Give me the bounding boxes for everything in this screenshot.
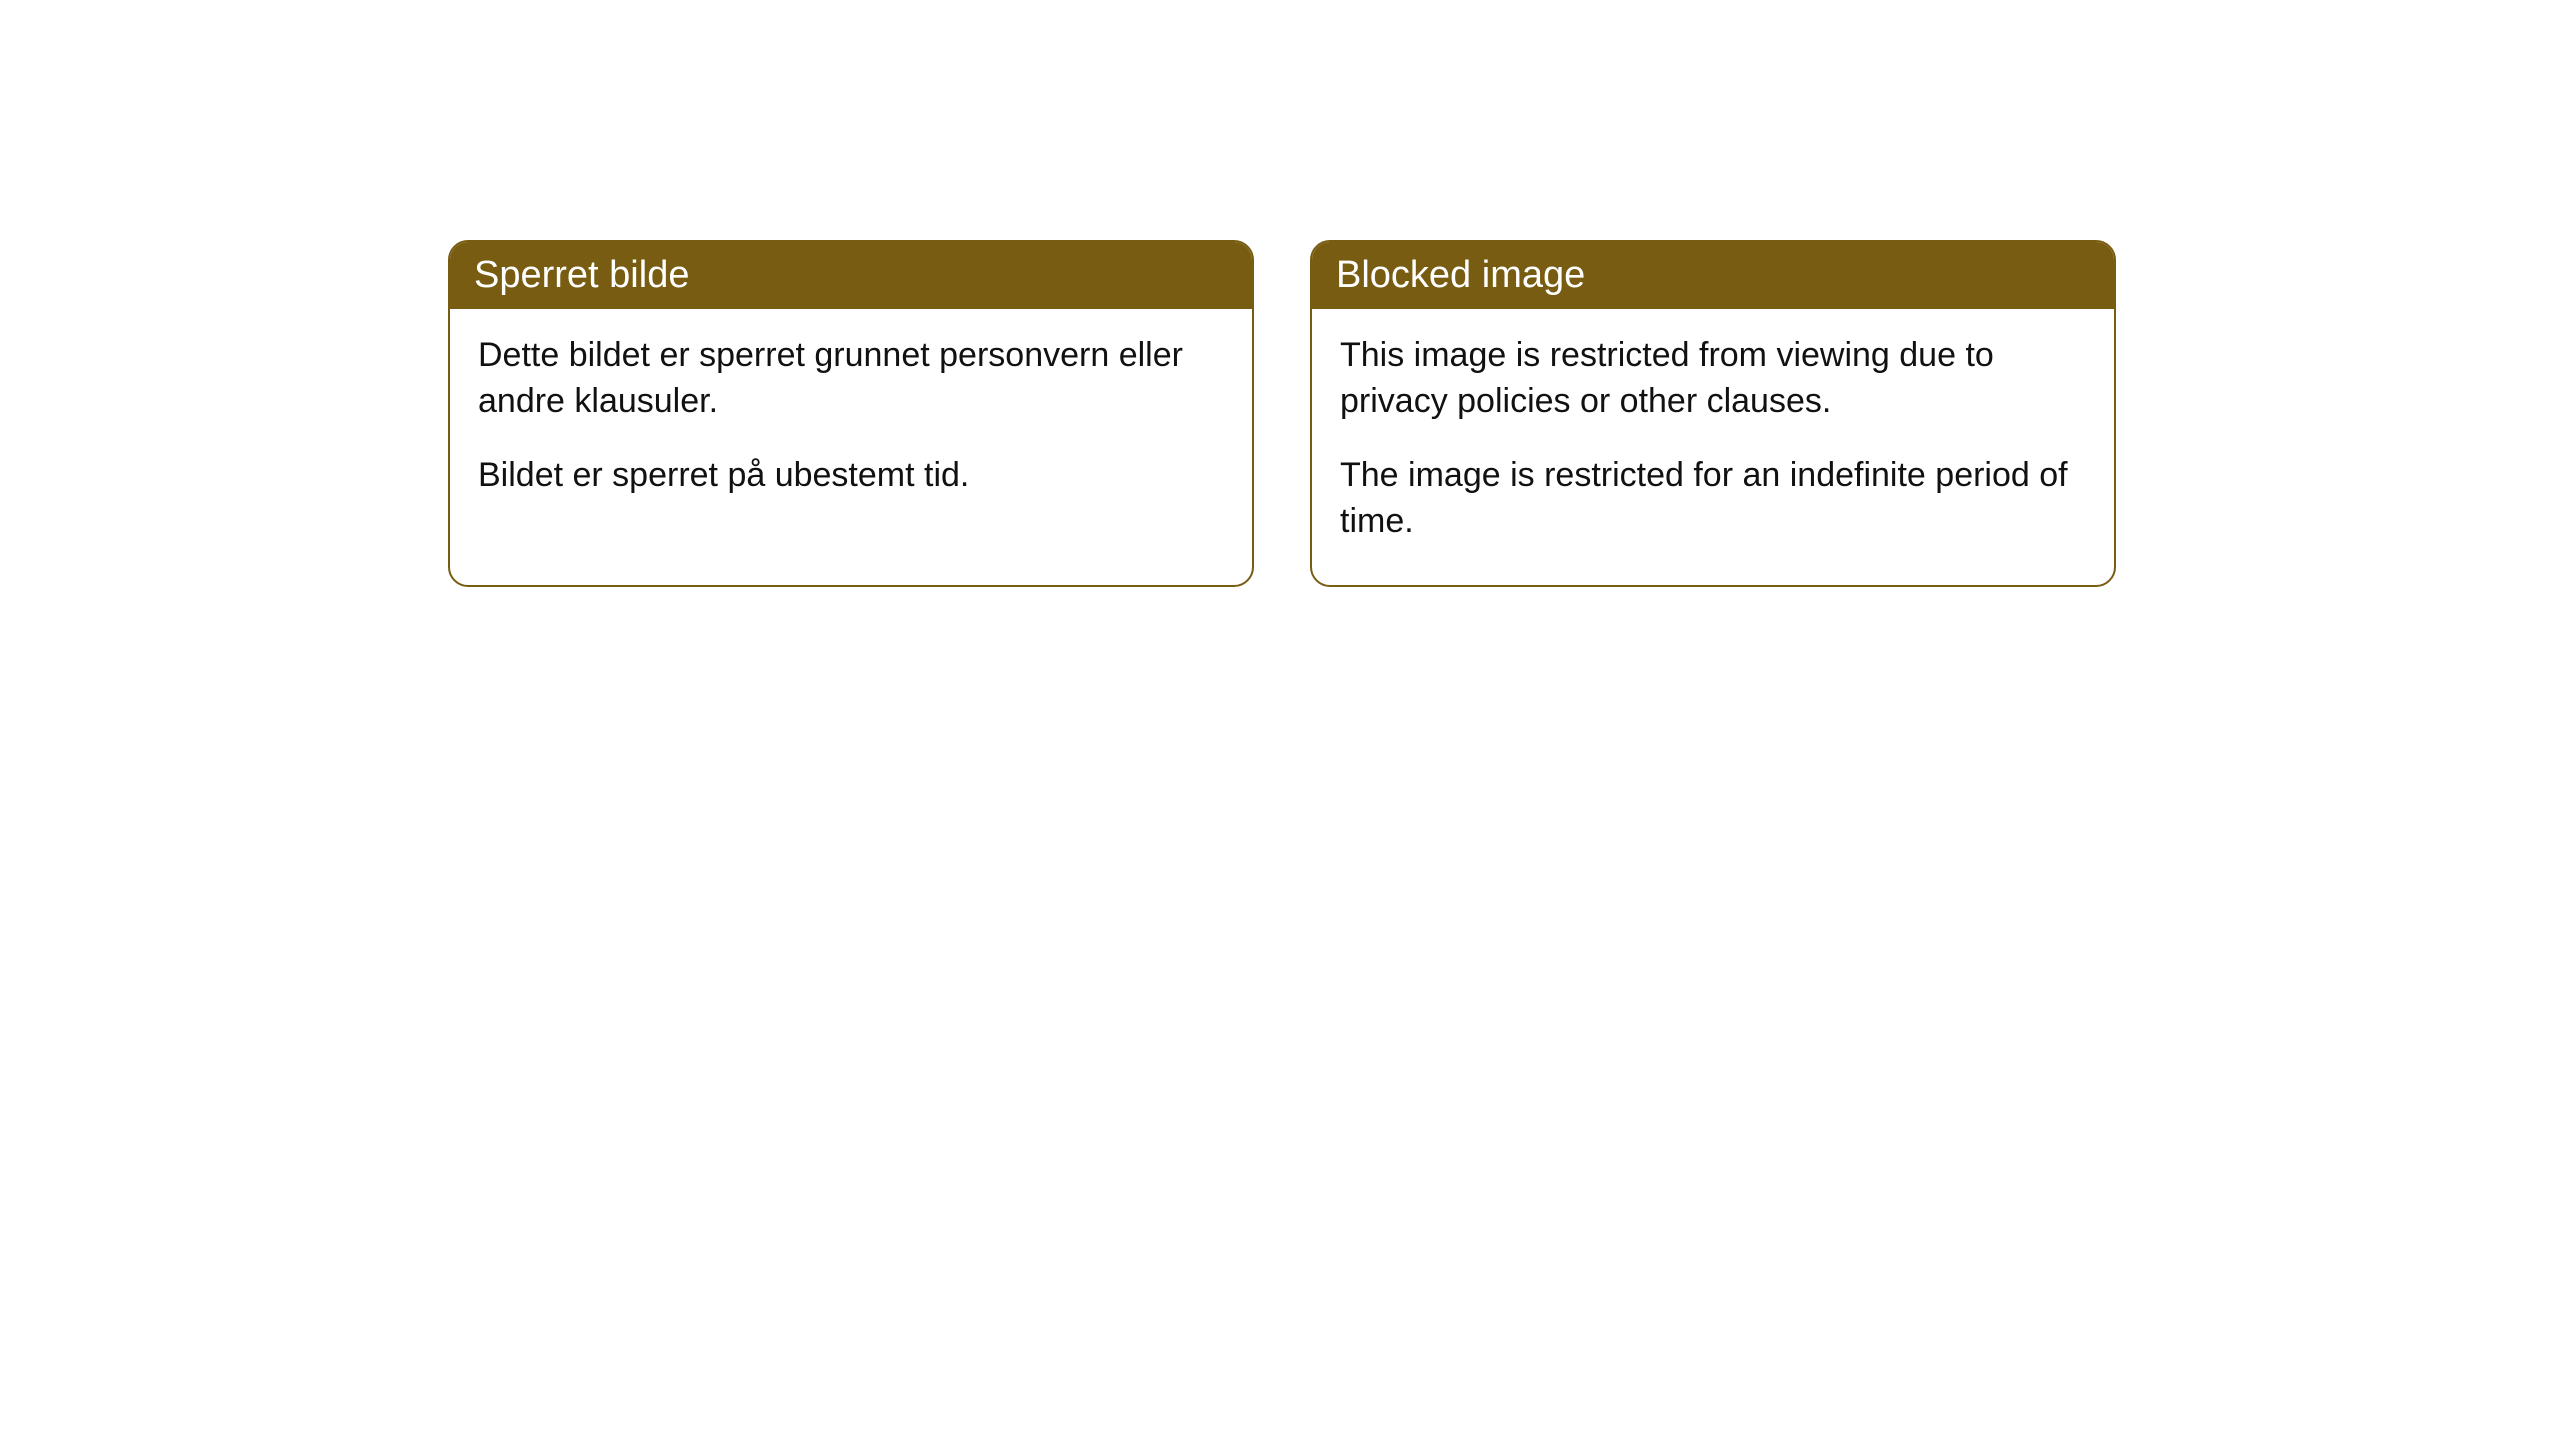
card-header-norwegian: Sperret bilde [450,242,1252,309]
card-header-english: Blocked image [1312,242,2114,309]
blocked-image-card-english: Blocked image This image is restricted f… [1310,240,2116,587]
card-body-english: This image is restricted from viewing du… [1312,309,2114,585]
card-title: Sperret bilde [474,254,689,296]
card-paragraph: Bildet er sperret på ubestemt tid. [478,453,1224,499]
card-paragraph: This image is restricted from viewing du… [1340,333,2086,425]
blocked-image-card-norwegian: Sperret bilde Dette bildet er sperret gr… [448,240,1254,587]
card-body-norwegian: Dette bildet er sperret grunnet personve… [450,309,1252,539]
card-paragraph: The image is restricted for an indefinit… [1340,453,2086,545]
card-paragraph: Dette bildet er sperret grunnet personve… [478,333,1224,425]
card-title: Blocked image [1336,254,1585,296]
notice-cards-container: Sperret bilde Dette bildet er sperret gr… [0,0,2560,587]
